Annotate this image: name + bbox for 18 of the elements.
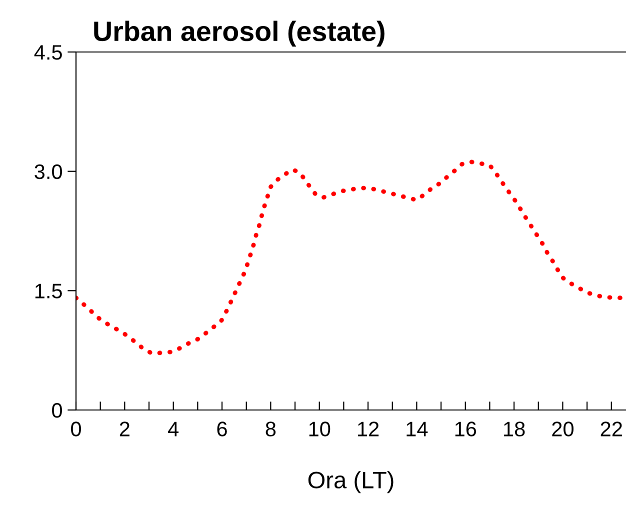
y-tick-label: 3.0 [34,164,62,180]
x-tick-label: 2 [120,422,130,436]
x-tick-label: 8 [266,422,276,436]
x-axis-title: Ora (LT) [308,471,394,494]
x-tick-label: 18 [504,422,525,436]
y-tick-label: 1.5 [35,284,62,298]
x-tick-label: 6 [217,422,227,436]
x-tick-label: 12 [358,422,379,436]
x-tick-label: 14 [406,422,428,436]
chart-title: Urban aerosol (estate) [94,20,384,47]
y-tick-label: 0 [52,403,62,418]
y-tick-label: 4.5 [34,45,62,60]
x-tick-label: 4 [168,422,179,436]
x-tick-label: 0 [71,422,81,436]
x-tick-label: 16 [455,422,476,436]
x-tick-label: 22 [600,422,622,436]
x-tick-label: 20 [552,422,574,436]
x-tick-label: 10 [309,422,330,436]
